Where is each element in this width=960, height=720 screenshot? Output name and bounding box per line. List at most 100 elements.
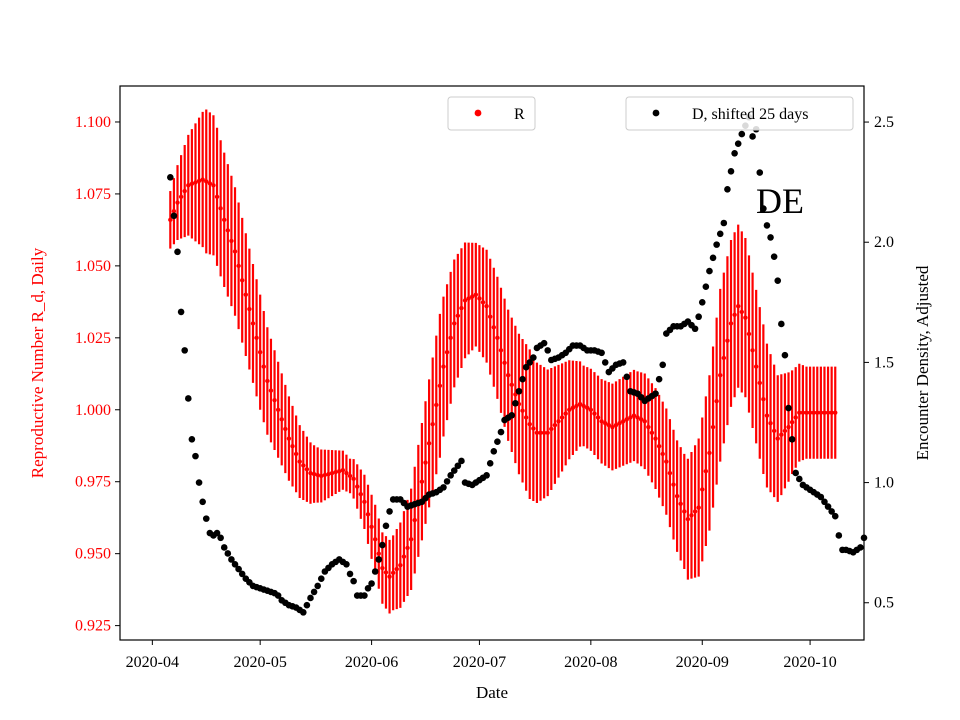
d-point <box>720 219 728 227</box>
r-point <box>498 348 504 353</box>
r-point <box>196 178 202 184</box>
d-point <box>364 585 372 592</box>
r-point <box>171 208 177 214</box>
r-point <box>297 459 302 464</box>
d-point <box>713 241 720 248</box>
r-point <box>534 430 540 435</box>
d-point <box>184 395 192 402</box>
r-point <box>743 315 748 320</box>
r-point <box>603 420 608 426</box>
d-point <box>235 565 242 573</box>
left-y-tick-label: 0.975 <box>75 474 111 491</box>
d-point <box>796 475 803 483</box>
r-point <box>682 509 687 514</box>
r-point <box>448 335 453 341</box>
x-tick-label: 2020-09 <box>676 654 729 671</box>
r-point <box>624 417 629 422</box>
r-point <box>222 217 227 223</box>
r-point <box>495 335 500 341</box>
r-point <box>243 292 248 297</box>
r-point <box>552 422 558 428</box>
d-point <box>195 479 203 486</box>
r-point <box>804 410 809 415</box>
d-point <box>486 460 494 467</box>
d-point <box>530 354 537 361</box>
r-point <box>301 463 306 468</box>
r-point <box>753 364 759 369</box>
r-point <box>674 493 680 499</box>
r-point <box>293 451 299 457</box>
d-point <box>231 560 239 568</box>
r-point <box>452 321 457 326</box>
r-point <box>168 217 173 223</box>
d-point <box>519 375 526 383</box>
r-point <box>502 360 507 365</box>
d-point <box>788 436 796 443</box>
r-point <box>247 306 252 312</box>
r-point <box>347 473 353 479</box>
r-point <box>311 471 317 477</box>
r-point <box>426 441 432 446</box>
d-point <box>817 493 825 501</box>
r-point <box>240 278 245 283</box>
r-point <box>768 420 773 426</box>
r-point <box>315 472 320 478</box>
r-point <box>678 501 683 506</box>
d-point <box>181 347 188 354</box>
d-point <box>774 277 782 284</box>
r-point <box>606 422 612 428</box>
d-point <box>738 130 746 138</box>
d-point <box>177 308 185 316</box>
r-point <box>786 424 791 430</box>
r-point <box>225 228 231 233</box>
d-point <box>785 404 792 412</box>
d-point <box>540 339 548 347</box>
r-point <box>649 430 655 435</box>
d-point <box>307 594 314 602</box>
r-point <box>595 415 601 420</box>
r-point <box>462 298 468 303</box>
d-point <box>217 534 224 542</box>
r-point <box>620 419 626 424</box>
d-point <box>317 575 325 583</box>
r-point <box>577 401 583 407</box>
d-point <box>691 325 699 333</box>
r-point <box>664 459 669 464</box>
r-point <box>728 321 734 326</box>
r-point <box>365 512 371 517</box>
r-point <box>714 398 719 404</box>
d-point <box>224 550 232 557</box>
r-point <box>545 430 550 435</box>
r-point <box>563 411 568 416</box>
legend-d-box <box>625 96 854 131</box>
r-point <box>387 574 392 579</box>
right-y-tick-label: 2.0 <box>874 234 894 251</box>
d-point <box>368 580 375 587</box>
left-y-tick-label: 1.025 <box>75 330 111 347</box>
right-y-tick-label: 2.5 <box>874 114 894 131</box>
d-point <box>706 267 713 275</box>
d-point <box>727 168 735 175</box>
r-point <box>746 331 752 337</box>
d-point <box>202 515 210 522</box>
d-point <box>454 462 462 470</box>
r-point <box>232 249 238 254</box>
r-point <box>218 206 223 211</box>
d-point <box>515 387 523 395</box>
d-point <box>655 375 663 383</box>
r-point <box>207 181 213 186</box>
d-point <box>619 359 627 366</box>
r-point <box>290 444 295 449</box>
d-point <box>458 457 465 465</box>
r-point <box>455 313 461 318</box>
legend-d: D, shifted 25 days <box>625 96 854 131</box>
r-point <box>599 419 604 424</box>
d-point <box>508 411 516 419</box>
d-point <box>749 133 756 140</box>
r-point <box>376 551 381 556</box>
r-point <box>523 415 529 420</box>
r-point <box>782 428 788 434</box>
r-point <box>308 470 313 476</box>
r-point <box>505 373 511 378</box>
d-point <box>526 359 534 366</box>
